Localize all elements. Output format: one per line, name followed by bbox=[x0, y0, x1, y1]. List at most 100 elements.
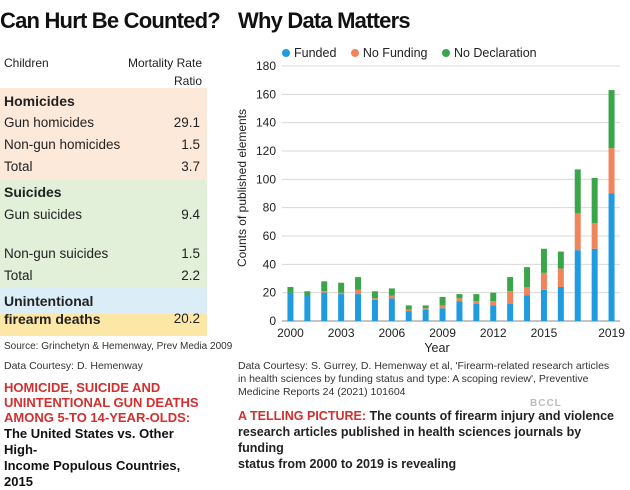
bar-segment bbox=[388, 298, 395, 321]
bar-segment bbox=[338, 292, 345, 295]
unintentional-heading-line2: firearm deaths bbox=[4, 311, 101, 327]
right-title: Why Data Matters bbox=[238, 8, 411, 33]
highlight-line: HOMICIDE, SUICIDE AND bbox=[4, 380, 161, 395]
y-tick-label: 0 bbox=[269, 314, 276, 328]
legend-dot bbox=[441, 49, 450, 57]
bar-segment bbox=[405, 309, 412, 312]
y-tick-label: 100 bbox=[256, 172, 276, 186]
bar-segment bbox=[456, 298, 463, 302]
row-value: 1.5 bbox=[181, 246, 200, 261]
bar-segment bbox=[507, 291, 514, 304]
right-courtesy: Data Courtesy: S. Gurrey, D. Hemenway et… bbox=[238, 360, 630, 399]
bar-segment bbox=[524, 287, 531, 296]
bar-segment bbox=[287, 292, 294, 321]
bar-segment bbox=[456, 294, 463, 299]
bar-segment bbox=[557, 268, 564, 287]
subtitle-line: Income Populous Countries, 2015 bbox=[4, 458, 181, 489]
chart-grid bbox=[282, 65, 620, 322]
table-row: Total 2.2 bbox=[4, 268, 200, 283]
row-label: Non-gun homicides bbox=[4, 137, 121, 152]
y-tick-label: 160 bbox=[256, 87, 276, 101]
x-tick-label: 2006 bbox=[378, 326, 405, 340]
courtesy-line: in health sciences by funding status and… bbox=[238, 373, 589, 385]
row-value: 3.7 bbox=[181, 159, 200, 174]
bar-segment bbox=[439, 308, 446, 321]
chart-legend: Funded No Funding No Declaration bbox=[282, 44, 547, 62]
col-header-children: Children bbox=[4, 56, 49, 70]
caption-line: research articles published in health sc… bbox=[238, 425, 582, 455]
courtesy-line: Medicine Reports 24 (2021) 101604 bbox=[238, 386, 406, 398]
y-tick-label: 60 bbox=[263, 229, 277, 243]
bar-segment bbox=[540, 289, 547, 321]
x-tick-label: 2009 bbox=[429, 326, 456, 340]
bar-segment bbox=[574, 213, 581, 251]
legend-label: Funded bbox=[294, 46, 337, 60]
homicides-band bbox=[0, 88, 207, 180]
bar-segment bbox=[439, 296, 446, 306]
table-row: Non-gun homicides 1.5 bbox=[4, 137, 200, 152]
bar-segment bbox=[608, 90, 615, 149]
x-tick-label: 2015 bbox=[531, 326, 558, 340]
bar-segment bbox=[591, 248, 598, 321]
y-tick-label: 180 bbox=[256, 59, 276, 73]
bar-segment bbox=[507, 277, 514, 292]
table-row: Non-gun suicides 1.5 bbox=[4, 246, 200, 261]
bar-segment bbox=[422, 308, 429, 310]
y-tick-label: 140 bbox=[256, 116, 276, 130]
chart-bars bbox=[287, 90, 615, 321]
suicides-band bbox=[0, 180, 207, 288]
bar-segment bbox=[524, 295, 531, 321]
bar-segment bbox=[473, 301, 480, 304]
bar-segment bbox=[338, 282, 345, 293]
bar-segment bbox=[422, 305, 429, 309]
bar-segment bbox=[574, 250, 581, 321]
highlight-heading: HOMICIDE, SUICIDE AND UNINTENTIONAL GUN … bbox=[4, 380, 209, 425]
bar-segment bbox=[507, 304, 514, 321]
bar-segment bbox=[608, 193, 615, 321]
bar-segment bbox=[321, 292, 328, 321]
bar-segment bbox=[371, 299, 378, 321]
caption-text: The counts of firearm injury and violenc… bbox=[366, 409, 614, 423]
left-title: Can Hurt Be Counted? bbox=[0, 8, 221, 33]
highlight-subtitle: The United States vs. Other High- Income… bbox=[4, 426, 209, 490]
courtesy-line: Data Courtesy: S. Gurrey, D. Hemenway et… bbox=[238, 360, 610, 372]
row-label: Gun homicides bbox=[4, 115, 95, 130]
bar-segment bbox=[574, 169, 581, 214]
legend-label: No Funding bbox=[362, 46, 428, 60]
bar-segment bbox=[321, 291, 328, 293]
chart-caption: A TELLING PICTURE: The counts of firearm… bbox=[238, 408, 630, 472]
bar-segment bbox=[456, 301, 463, 321]
bar-segment bbox=[439, 305, 446, 309]
y-tick-label: 20 bbox=[263, 286, 277, 300]
row-label: Gun suicides bbox=[4, 207, 83, 222]
bar-segment bbox=[304, 295, 311, 321]
y-tick-label: 40 bbox=[263, 257, 277, 271]
bar-segment bbox=[355, 289, 362, 295]
row-value: 29.1 bbox=[173, 115, 200, 130]
legend-item-no-declaration: No Declaration bbox=[441, 46, 537, 60]
left-courtesy: Data Courtesy: D. Hemenway bbox=[4, 360, 143, 372]
bar-segment bbox=[422, 309, 429, 321]
bar-segment bbox=[287, 287, 294, 293]
caption-lead: A TELLING PICTURE: bbox=[238, 409, 367, 423]
legend-dot bbox=[350, 49, 359, 57]
row-value: 2.2 bbox=[181, 268, 200, 283]
caption-line: A TELLING PICTURE: The counts of firearm… bbox=[238, 408, 630, 424]
caption-line: status from 2000 to 2019 is revealing bbox=[238, 457, 457, 471]
legend-dot bbox=[282, 49, 290, 57]
bar-segment bbox=[355, 294, 362, 321]
bar-segment bbox=[524, 267, 531, 287]
y-tick-label: 120 bbox=[256, 144, 276, 158]
legend-label: No Declaration bbox=[453, 46, 537, 60]
bar-segment bbox=[540, 272, 547, 290]
y-tick-labels: 0 20 40 60 80 100 120 140 160 180 bbox=[256, 59, 276, 328]
bar-segment bbox=[405, 311, 412, 321]
table-row: Total 3.7 bbox=[4, 159, 200, 174]
bar-segment bbox=[490, 301, 497, 306]
bar-segment bbox=[591, 177, 598, 224]
table-row: Gun suicides 9.4 bbox=[4, 207, 200, 222]
bar-segment bbox=[473, 294, 480, 302]
bar-segment bbox=[540, 248, 547, 273]
x-tick-label: 2019 bbox=[598, 326, 625, 340]
bar-segment bbox=[557, 287, 564, 321]
